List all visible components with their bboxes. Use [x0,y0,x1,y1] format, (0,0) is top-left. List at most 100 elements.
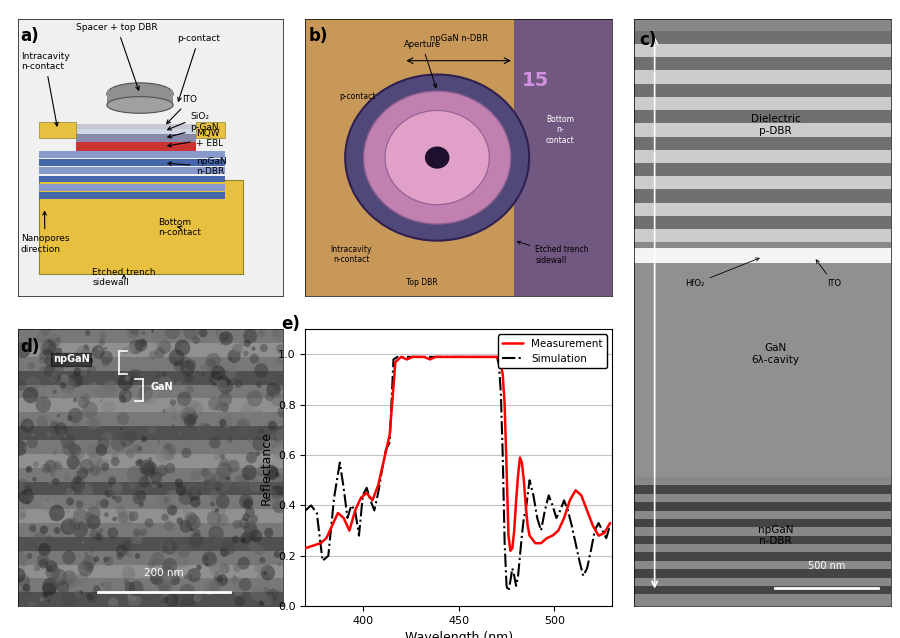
Circle shape [219,392,232,406]
Circle shape [184,574,188,579]
Measurement [396,353,407,360]
Circle shape [213,374,223,384]
Circle shape [263,487,276,501]
Measurement [464,353,475,360]
Line: Measurement: Measurement [305,357,610,551]
Circle shape [140,463,155,478]
Circle shape [170,399,176,406]
Circle shape [185,514,201,530]
Circle shape [243,498,254,509]
Circle shape [88,358,94,363]
Circle shape [239,518,249,529]
Bar [634,216,891,229]
Bar [18,385,284,399]
Circle shape [259,463,270,474]
Circle shape [161,514,168,521]
Circle shape [222,370,228,376]
Circle shape [68,443,81,457]
Circle shape [111,457,120,466]
Circle shape [176,554,189,568]
Circle shape [173,369,176,373]
Circle shape [95,533,103,540]
Circle shape [220,416,233,428]
Circle shape [40,377,50,386]
Circle shape [104,582,112,591]
Circle shape [266,589,278,601]
Circle shape [129,339,143,354]
Circle shape [145,518,154,528]
Bar [18,343,284,357]
Circle shape [260,565,275,581]
Bar [634,553,891,561]
Circle shape [49,373,53,378]
Circle shape [180,356,191,367]
Circle shape [140,465,148,473]
Circle shape [217,475,232,491]
Circle shape [207,479,217,489]
Circle shape [204,477,219,491]
Circle shape [264,528,274,537]
Circle shape [80,369,87,376]
Bar [18,426,284,440]
Circle shape [119,396,127,403]
Circle shape [120,427,122,430]
Circle shape [195,415,199,419]
Circle shape [85,563,94,572]
Bar [634,263,891,477]
Circle shape [135,339,148,352]
Circle shape [128,591,137,601]
Circle shape [140,387,143,390]
Circle shape [227,459,239,473]
Bar [18,551,284,565]
Circle shape [185,359,196,371]
Text: Bottom
n-
contact: Bottom n- contact [545,115,574,145]
Circle shape [151,330,154,333]
Circle shape [15,342,31,358]
Circle shape [175,339,190,356]
Circle shape [155,347,165,358]
Circle shape [202,373,204,376]
Circle shape [139,476,150,487]
Polygon shape [40,184,225,191]
Circle shape [274,358,281,365]
Circle shape [255,363,268,378]
Circle shape [237,419,249,433]
Circle shape [51,480,59,488]
Circle shape [94,491,99,496]
Circle shape [256,381,262,387]
Circle shape [102,401,115,415]
Circle shape [148,560,155,568]
Circle shape [97,437,110,450]
Circle shape [201,468,210,477]
Circle shape [182,367,184,370]
Circle shape [215,571,220,575]
Circle shape [252,346,256,351]
Circle shape [210,593,212,595]
Circle shape [271,377,284,391]
Circle shape [67,498,74,506]
Circle shape [178,489,194,505]
Circle shape [184,512,198,525]
Circle shape [209,489,219,500]
Circle shape [257,330,266,338]
Circle shape [86,593,90,597]
Circle shape [220,332,229,342]
Circle shape [263,464,278,480]
Circle shape [138,388,152,403]
Circle shape [22,387,39,403]
Circle shape [24,560,30,565]
Circle shape [50,420,58,429]
Circle shape [200,424,212,436]
Text: Bottom
n-contact: Bottom n-contact [158,218,202,237]
Circle shape [257,385,261,388]
Circle shape [165,463,176,473]
Circle shape [17,488,32,503]
Circle shape [425,147,449,168]
Circle shape [175,478,183,487]
Circle shape [126,431,137,443]
Circle shape [204,584,214,595]
Circle shape [134,369,141,376]
Circle shape [240,532,252,544]
Circle shape [129,483,135,489]
Circle shape [161,597,168,604]
